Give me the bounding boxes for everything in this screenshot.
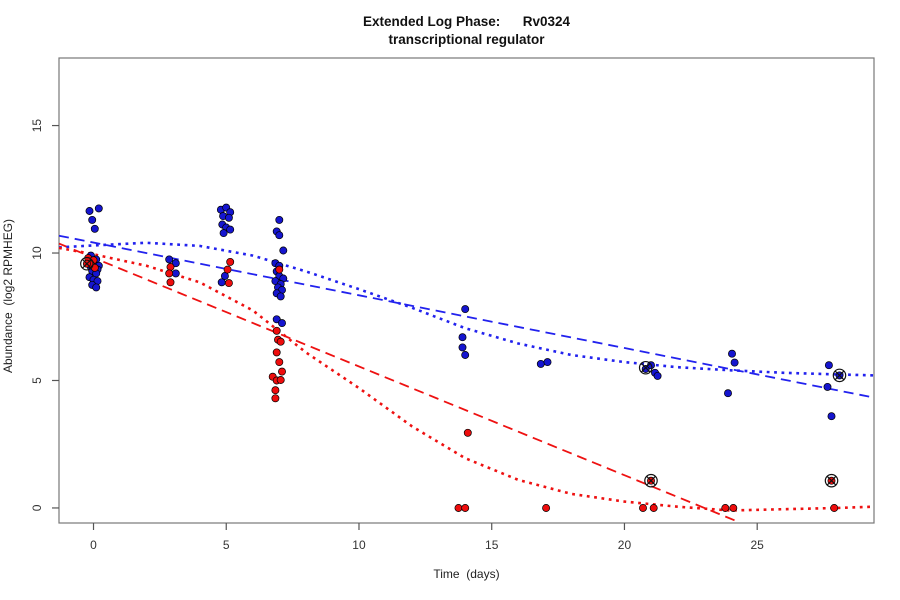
data-point-blue-condition [278,319,286,328]
data-point-blue-condition [653,371,662,380]
data-point-blue-condition [458,333,467,342]
data-point-red-condition [271,386,280,395]
trend-line-blue-dashed-linear-fit [58,234,875,399]
data-point-red-condition [830,504,839,512]
data-point-red-condition [729,504,738,512]
y-tick-label: 10 [30,246,44,260]
data-point-red-condition [542,504,551,512]
data-point-blue-condition [279,246,288,255]
data-point-blue-condition [94,204,103,213]
flagged-point-cross [640,362,651,373]
data-point-blue-condition [461,351,470,359]
flagged-point-cross [826,475,837,486]
trend-line-red-dotted-smooth-fit [58,246,875,512]
data-point-red-condition [165,269,174,278]
data-point-blue-condition [272,315,281,324]
data-point-red-condition [166,278,175,287]
y-axis-title: Abundance (log2 RPMHEG) [1,218,15,374]
data-point-blue-condition [458,343,467,352]
data-point-red-condition [454,504,463,512]
data-point-blue-condition [728,349,736,358]
data-point-blue-condition [90,224,99,233]
data-point-blue-condition [275,231,284,240]
data-point-red-condition [272,326,281,335]
data-point-red-condition [275,265,284,274]
x-axis-title: Time (days) [433,567,500,581]
data-point-blue-condition [827,412,836,421]
data-point-blue-condition [171,269,180,278]
data-point-red-condition [276,376,285,384]
data-point-blue-condition [543,358,552,367]
data-point-blue-condition [276,292,285,301]
x-tick-label: 20 [618,538,632,552]
flagged-point-circle [80,256,94,271]
data-point-red-condition [639,504,647,512]
data-point-red-condition [166,263,175,271]
data-point-blue-condition [275,215,284,224]
data-point-blue-condition [88,215,97,224]
data-point-blue-condition [92,283,101,292]
data-point-red-condition [461,504,470,512]
x-tick-label: 15 [485,538,499,552]
data-point-blue-condition [730,358,739,367]
data-point-red-condition [223,265,232,274]
data-point-red-condition [276,337,285,346]
data-point-blue-condition [824,361,833,370]
flagged-point-circle [832,368,847,383]
flagged-point-circle [644,473,658,488]
y-tick-label: 15 [30,119,44,133]
data-point-red-condition [271,394,280,403]
data-point-red-condition [649,504,658,512]
data-point-blue-condition [165,255,174,264]
x-tick-label: 5 [223,538,230,552]
data-point-blue-condition [217,278,226,287]
chart-title-line1: Extended Log Phase: Rv0324 [362,14,571,29]
flagged-point-circle [638,360,653,375]
data-point-blue-condition [171,259,180,268]
data-point-blue-condition [224,213,233,222]
flagged-point-circle [824,473,839,488]
data-point-red-condition [721,504,730,512]
data-point-red-condition [463,428,472,437]
plot-border-box [58,57,875,524]
data-point-blue-condition [85,207,94,215]
data-point-blue-condition [823,382,832,391]
flagged-point-cross [834,370,845,381]
y-tick-label: 0 [30,504,44,511]
data-point-blue-condition [226,225,235,234]
chart-title-line2: transcriptional regulator [388,32,545,47]
data-point-red-condition [272,348,281,357]
data-point-blue-condition [219,229,228,238]
data-point-red-condition [224,279,233,288]
data-point-blue-condition [536,359,545,368]
data-point-red-condition [275,358,284,367]
data-point-blue-condition [641,365,650,373]
flagged-point-cross [81,258,92,269]
x-tick-label: 0 [90,538,97,552]
x-tick-label: 25 [751,538,765,552]
trend-line-red-dashed-linear-fit [58,242,741,524]
y-tick-label: 5 [30,377,44,384]
data-point-blue-condition [724,389,732,398]
data-point-red-condition [226,257,235,266]
flagged-point-cross [646,475,656,486]
data-point-blue-condition [461,305,470,314]
data-point-red-condition [278,367,286,376]
x-tick-label: 10 [352,538,366,552]
